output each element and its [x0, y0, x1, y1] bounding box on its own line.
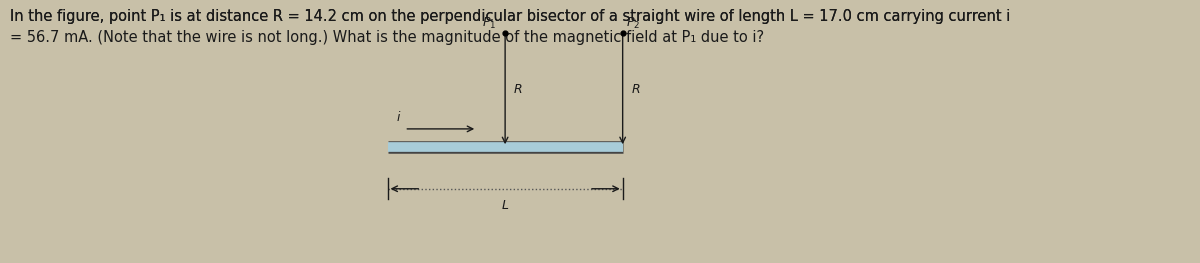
- Text: $P_2$: $P_2$: [626, 16, 640, 31]
- Text: L: L: [502, 199, 509, 212]
- Text: In the figure, point P₁ is at distance R = 14.2 cm on the perpendicular bisector: In the figure, point P₁ is at distance R…: [11, 9, 1010, 45]
- Text: In the figure, point P₁ is at distance R = 14.2 cm on the perpendicular bisector: In the figure, point P₁ is at distance R…: [11, 9, 1010, 24]
- Text: i: i: [397, 111, 401, 124]
- Text: $P_1$: $P_1$: [482, 16, 496, 31]
- Text: R: R: [514, 83, 523, 96]
- Text: R: R: [631, 83, 641, 96]
